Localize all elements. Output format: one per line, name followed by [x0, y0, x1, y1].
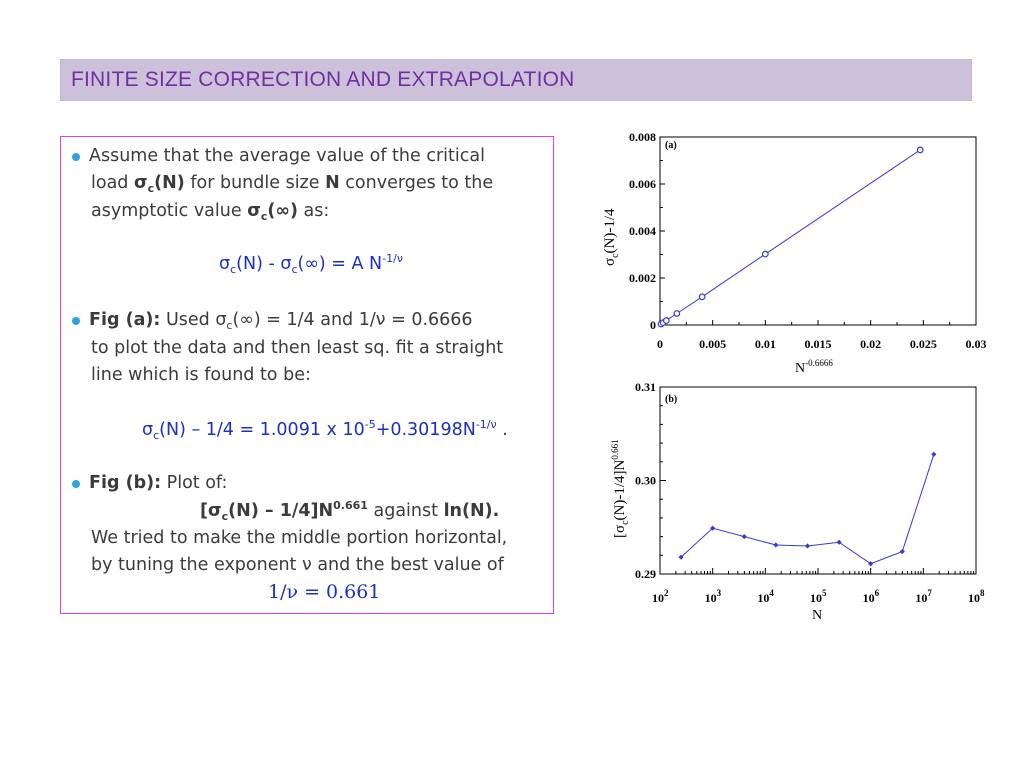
data-point	[698, 293, 706, 301]
x-tick-label: 0	[657, 337, 663, 351]
panel-label: (a)	[665, 140, 677, 151]
p3-line4: by tuning the exponent ν and the best va…	[91, 555, 504, 575]
x-axis-label: N-0.6666	[795, 358, 833, 374]
x-tick-label: 103	[705, 588, 722, 605]
y-tick-label: 0.006	[629, 177, 656, 191]
y-tick-label: 0.008	[629, 130, 656, 144]
data-point	[868, 561, 874, 567]
data-point	[773, 542, 779, 548]
data-point	[761, 250, 769, 258]
panel-label: (b)	[665, 394, 677, 405]
y-tick-label: 0.30	[635, 474, 656, 488]
p3-formula: [σc(N) – 1/4]N0.661 against ln(N).	[200, 499, 500, 523]
slide-title: FINITE SIZE CORRECTION AND EXTRAPOLATION	[71, 68, 575, 91]
p3-line3: We tried to make the middle portion hori…	[91, 528, 508, 548]
data-point	[931, 451, 937, 457]
y-tick-label: 0.002	[629, 271, 656, 285]
x-tick-label: 0.01	[755, 337, 776, 351]
chart-a: 0 0.005 0.01 0.015 0.02 0.025 0.03 0 0.002 0.004 0…	[602, 130, 987, 374]
y-tick-label: 0.29	[635, 567, 656, 581]
plot-frame	[659, 136, 977, 326]
y-axis-label: σc(N)-1/4	[602, 208, 621, 266]
p2-line3: line which is found to be:	[91, 365, 311, 385]
equation-1: σc(N) - σc(∞) = A N-1/ν	[219, 252, 403, 276]
data-point	[804, 543, 811, 549]
x-tick-label: 108	[968, 588, 985, 605]
x-tick-label: 102	[652, 588, 669, 605]
y-tick-label: 0.31	[635, 380, 656, 394]
x-tick-label: 104	[757, 588, 774, 605]
plot-frame	[659, 386, 977, 575]
series	[678, 451, 937, 567]
bullet	[72, 480, 80, 488]
data-point	[662, 317, 670, 324]
title-bar: FINITE SIZE CORRECTION AND EXTRAPOLATION	[60, 59, 972, 101]
x-tick-label: 0.005	[699, 337, 726, 351]
y-tick-label: 0	[650, 318, 656, 332]
text-box: Assume that the average value of the cri…	[60, 136, 554, 614]
x-tick-label: 105	[810, 588, 827, 605]
x-tick-label: 0.025	[910, 337, 937, 351]
exponent-value: 1/ν = 0.661	[268, 581, 381, 603]
data-point	[899, 548, 905, 555]
series	[657, 146, 924, 328]
p2-line1: Fig (a): Used σc(∞) = 1/4 and 1/ν = 0.66…	[89, 310, 473, 332]
p1-line1: Assume that the average value of the cri…	[89, 146, 485, 166]
x-tick-label: 0.02	[860, 337, 881, 351]
equation-2: σc(N) – 1/4 = 1.0091 x 10-5+0.30198N-1/ν…	[142, 418, 508, 442]
p1-line2: load σc(N) for bundle size N converges t…	[91, 173, 494, 195]
y-tick-label: 0.004	[629, 224, 656, 238]
x-tick-label: 0.03	[966, 337, 987, 351]
p2-line2: to plot the data and then least sq. fit …	[91, 338, 504, 358]
bullet	[72, 153, 80, 161]
p1-line3: asymptotic value σc(∞) as:	[91, 201, 330, 223]
x-axis-label: N	[812, 608, 822, 623]
y-axis-label: [σc(N)-1/4]N0.661	[610, 439, 631, 538]
x-tick-label: 106	[863, 588, 880, 605]
data-point	[916, 146, 924, 154]
x-axis-ticks: 0 0.005 0.01 0.015 0.02 0.025 0.03 0 0.002 0.004 0…	[629, 130, 987, 351]
bullet	[72, 317, 80, 325]
p3-line1: Fig (b): Plot of:	[89, 473, 228, 493]
x-tick-label: 107	[915, 588, 932, 605]
data-point	[673, 310, 681, 317]
x-tick-label: 0.015	[805, 337, 832, 351]
data-point	[741, 534, 747, 540]
x-axis-ticks: 102 103 104 105 106 107 108 0.29 0.30 0.31	[635, 380, 985, 605]
